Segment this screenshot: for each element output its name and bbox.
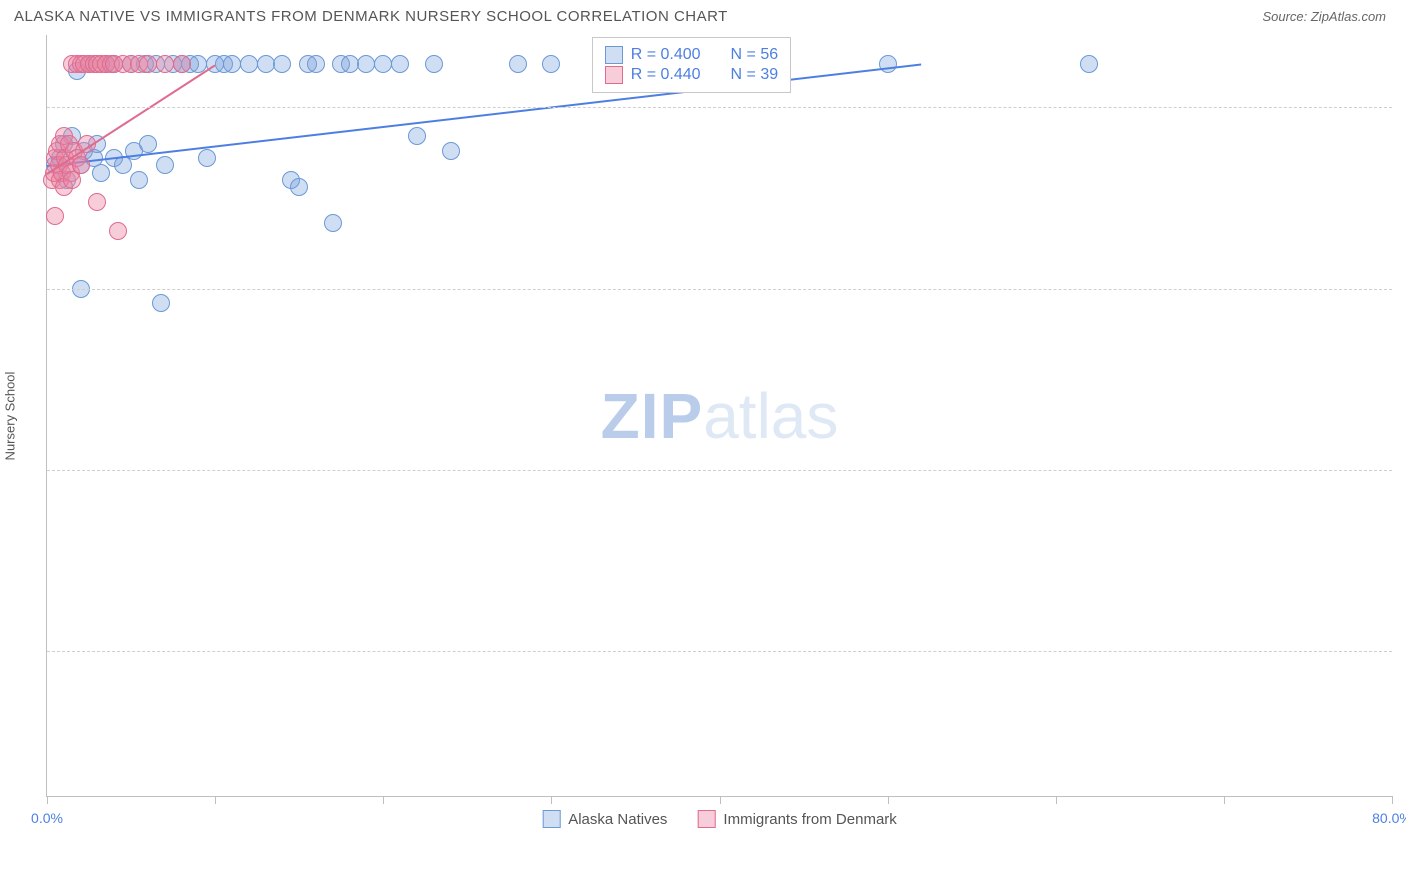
- data-point: [324, 214, 342, 232]
- data-point: [156, 156, 174, 174]
- stat-n: N = 39: [731, 66, 779, 84]
- data-point: [198, 149, 216, 167]
- data-point: [139, 135, 157, 153]
- data-point: [307, 55, 325, 73]
- stat-r: R = 0.400: [631, 46, 701, 64]
- data-point: [223, 55, 241, 73]
- y-axis-label: Nursery School: [3, 372, 18, 461]
- x-tick: [1056, 796, 1057, 804]
- legend-item: Alaska Natives: [542, 810, 667, 828]
- plot-area: ZIPatlas R = 0.400N = 56R = 0.440N = 39 …: [46, 35, 1392, 797]
- gridline: [47, 470, 1392, 471]
- data-point: [46, 207, 64, 225]
- x-tick: [215, 796, 216, 804]
- x-tick-label: 0.0%: [31, 810, 63, 826]
- x-tick: [1224, 796, 1225, 804]
- data-point: [290, 178, 308, 196]
- stat-n: N = 56: [731, 46, 779, 64]
- series-legend: Alaska Natives Immigrants from Denmark: [542, 810, 897, 828]
- y-tick-label: 92.5%: [1402, 643, 1406, 659]
- data-point: [257, 55, 275, 73]
- stats-row: R = 0.440 N = 39: [605, 66, 778, 84]
- data-point: [88, 193, 106, 211]
- data-point: [374, 55, 392, 73]
- data-point: [72, 156, 90, 174]
- stats-row: R = 0.400 N = 56: [605, 46, 778, 64]
- data-point: [139, 55, 157, 73]
- points-layer: [47, 35, 1392, 796]
- chart-container: Nursery School ZIPatlas R = 0.400N = 56R…: [14, 35, 1392, 797]
- swatch-icon: [605, 66, 623, 84]
- gridline: [47, 289, 1392, 290]
- legend-item: Immigrants from Denmark: [697, 810, 896, 828]
- data-point: [130, 171, 148, 189]
- source-attribution: Source: ZipAtlas.com: [1262, 9, 1386, 24]
- data-point: [109, 222, 127, 240]
- x-tick: [888, 796, 889, 804]
- data-point: [273, 55, 291, 73]
- data-point: [240, 55, 258, 73]
- y-tick-label: 97.5%: [1402, 281, 1406, 297]
- data-point: [357, 55, 375, 73]
- data-point: [173, 55, 191, 73]
- data-point: [114, 156, 132, 174]
- data-point: [879, 55, 897, 73]
- data-point: [425, 55, 443, 73]
- x-tick-label: 80.0%: [1372, 810, 1406, 826]
- data-point: [408, 127, 426, 145]
- stat-r: R = 0.440: [631, 66, 701, 84]
- data-point: [1080, 55, 1098, 73]
- x-tick: [1392, 796, 1393, 804]
- x-tick: [551, 796, 552, 804]
- legend-label: Immigrants from Denmark: [723, 811, 896, 828]
- data-point: [391, 55, 409, 73]
- x-tick: [47, 796, 48, 804]
- swatch-icon: [605, 46, 623, 64]
- swatch-icon: [697, 810, 715, 828]
- legend-label: Alaska Natives: [568, 811, 667, 828]
- data-point: [542, 55, 560, 73]
- data-point: [152, 294, 170, 312]
- data-point: [509, 55, 527, 73]
- data-point: [92, 164, 110, 182]
- x-tick: [383, 796, 384, 804]
- chart-title: ALASKA NATIVE VS IMMIGRANTS FROM DENMARK…: [14, 8, 728, 25]
- swatch-icon: [542, 810, 560, 828]
- data-point: [442, 142, 460, 160]
- gridline: [47, 651, 1392, 652]
- gridline: [47, 107, 1392, 108]
- x-tick: [720, 796, 721, 804]
- stats-legend: R = 0.400 N = 56 R = 0.440 N = 39: [592, 37, 791, 93]
- data-point: [341, 55, 359, 73]
- data-point: [156, 55, 174, 73]
